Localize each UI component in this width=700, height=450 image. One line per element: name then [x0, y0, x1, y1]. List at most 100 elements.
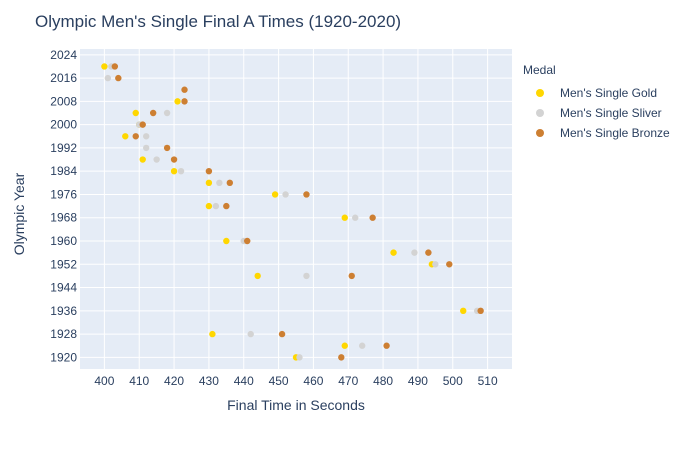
point-bronze[interactable] [278, 330, 286, 338]
point-silver[interactable] [212, 202, 220, 210]
y-tick-label: 1928 [50, 327, 77, 341]
y-tick-label: 1992 [50, 141, 77, 155]
y-axis-ticks: 1920 1928 1936 1944 1952 1960 1968 1976 1984 1992… [50, 48, 77, 365]
point-gold[interactable] [341, 342, 348, 349]
y-axis-label: Olympic Year [11, 172, 27, 255]
y-tick-label: 2024 [50, 48, 77, 62]
point-gold[interactable] [101, 63, 108, 70]
legend-marker-gold [536, 89, 544, 97]
legend-item-bronze[interactable]: Men's Single Bronze [523, 123, 670, 143]
y-tick-label: 2008 [50, 94, 77, 108]
y-tick-label: 1920 [50, 350, 77, 364]
x-tick-label: 490 [408, 374, 428, 388]
point-bronze[interactable] [111, 63, 119, 70]
x-tick-label: 410 [129, 374, 149, 388]
point-gold[interactable] [205, 202, 213, 210]
point-silver[interactable] [177, 167, 185, 175]
point-bronze[interactable] [303, 191, 310, 198]
x-tick-label: 400 [94, 374, 114, 388]
legend: Medal Men's Single Gold Men's Single Sli… [523, 63, 670, 143]
point-gold[interactable] [209, 330, 216, 338]
point-gold[interactable] [174, 98, 181, 105]
x-tick-label: 480 [373, 374, 393, 388]
point-bronze[interactable] [477, 307, 484, 315]
legend-marker-silver [536, 109, 544, 117]
point-bronze[interactable] [170, 156, 178, 163]
point-gold[interactable] [254, 272, 261, 280]
point-silver[interactable] [247, 330, 254, 338]
legend-label-silver: Men's Single Sliver [560, 106, 662, 120]
point-silver[interactable] [358, 342, 366, 349]
point-bronze[interactable] [132, 133, 139, 140]
point-bronze[interactable] [223, 202, 230, 210]
x-tick-label: 430 [199, 374, 219, 388]
point-gold[interactable] [132, 109, 139, 117]
point-gold[interactable] [223, 237, 230, 245]
x-tick-label: 470 [338, 374, 358, 388]
point-gold[interactable] [390, 249, 397, 256]
x-tick-label: 420 [164, 374, 184, 388]
point-silver[interactable] [352, 214, 359, 221]
point-gold[interactable] [460, 307, 467, 315]
point-silver[interactable] [296, 354, 303, 361]
point-bronze[interactable] [446, 261, 453, 268]
point-gold[interactable] [139, 156, 146, 163]
point-gold[interactable] [341, 214, 348, 221]
point-bronze[interactable] [181, 86, 188, 93]
chart-title: Olympic Men's Single Final A Times (1920… [35, 12, 402, 31]
point-silver[interactable] [216, 179, 223, 187]
y-tick-label: 2016 [50, 71, 77, 85]
point-bronze[interactable] [383, 342, 390, 349]
y-tick-label: 1936 [50, 304, 77, 318]
x-tick-label: 450 [269, 374, 289, 388]
point-bronze[interactable] [181, 98, 188, 105]
data-points [101, 63, 484, 361]
point-bronze[interactable] [205, 167, 213, 175]
point-bronze[interactable] [425, 249, 432, 256]
x-axis-label: Final Time in Seconds [227, 397, 365, 413]
point-silver[interactable] [104, 74, 112, 82]
point-bronze[interactable] [338, 354, 345, 361]
y-tick-label: 1976 [50, 187, 77, 201]
y-tick-label: 1944 [50, 281, 77, 295]
x-tick-label: 440 [234, 374, 254, 388]
point-bronze[interactable] [348, 272, 355, 280]
legend-item-silver[interactable]: Men's Single Sliver [523, 103, 670, 123]
point-bronze[interactable] [139, 121, 146, 128]
legend-marker-bronze [536, 129, 544, 137]
gridlines [80, 49, 512, 369]
point-bronze[interactable] [115, 74, 122, 82]
legend-label-bronze: Men's Single Bronze [560, 126, 670, 140]
point-bronze[interactable] [226, 179, 234, 187]
y-tick-label: 1968 [50, 211, 77, 225]
y-tick-label: 1960 [50, 234, 77, 248]
plot-area [80, 49, 512, 369]
legend-label-gold: Men's Single Gold [560, 86, 658, 100]
point-gold[interactable] [271, 191, 279, 198]
y-tick-label: 1984 [50, 164, 77, 178]
y-tick-label: 1952 [50, 257, 77, 271]
point-silver[interactable] [432, 261, 439, 268]
point-gold[interactable] [205, 179, 213, 187]
point-silver[interactable] [142, 133, 150, 140]
point-bronze[interactable] [369, 214, 376, 221]
point-silver[interactable] [411, 249, 418, 256]
point-silver[interactable] [303, 272, 310, 280]
legend-title: Medal [523, 63, 556, 77]
x-axis-ticks: 400 410 420 430 440 450 460 470 480 490 500 510 [94, 374, 498, 388]
point-bronze[interactable] [149, 109, 157, 117]
point-gold[interactable] [170, 167, 178, 175]
y-tick-label: 2000 [50, 118, 77, 132]
x-tick-label: 460 [303, 374, 323, 388]
point-silver[interactable] [142, 144, 150, 152]
point-silver[interactable] [282, 191, 289, 198]
legend-item-gold[interactable]: Men's Single Gold [523, 83, 670, 103]
point-gold[interactable] [122, 133, 129, 140]
point-silver[interactable] [163, 109, 171, 117]
point-bronze[interactable] [163, 144, 171, 152]
x-tick-label: 500 [443, 374, 463, 388]
x-tick-label: 510 [478, 374, 498, 388]
point-silver[interactable] [153, 156, 160, 163]
point-bronze[interactable] [244, 237, 251, 245]
